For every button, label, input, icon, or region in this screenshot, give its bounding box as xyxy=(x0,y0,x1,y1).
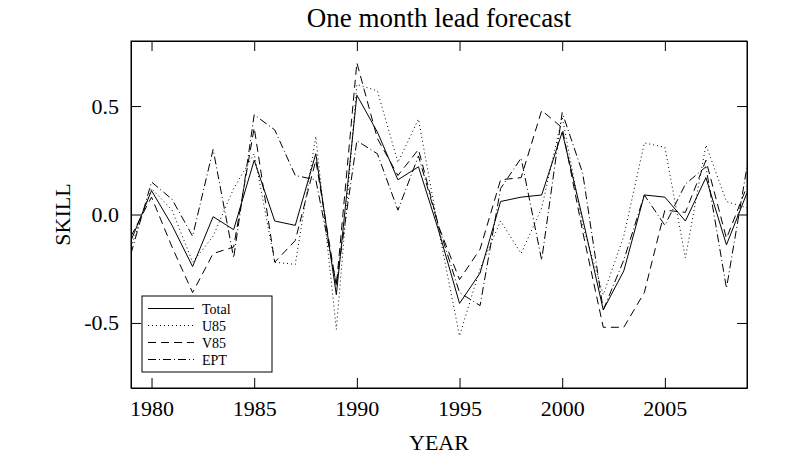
x-axis: 1980 1985 1990 1995 2000 2005 xyxy=(130,378,747,421)
tick-mark xyxy=(665,41,666,51)
tick-mark xyxy=(460,41,461,51)
tick-mark xyxy=(131,106,141,107)
tick: -0.5 xyxy=(84,310,141,335)
legend-swatch xyxy=(148,359,194,360)
tick-mark xyxy=(152,378,153,388)
tick-mark xyxy=(131,323,141,324)
tick-mark xyxy=(357,41,358,51)
series-line xyxy=(131,95,747,310)
tick: 2000 xyxy=(541,378,585,421)
tick-mark xyxy=(460,378,461,388)
chart: 1980 1985 1990 1995 2000 2005 -0.5 0.0 0.5 Total U… xyxy=(0,0,786,472)
series-line xyxy=(131,63,747,328)
tick-mark xyxy=(131,215,141,216)
tick xyxy=(737,323,747,324)
legend-swatch xyxy=(148,325,194,326)
legend-label: U85 xyxy=(202,319,226,334)
legend-swatch xyxy=(148,308,194,309)
y-axis: -0.5 0.0 0.5 xyxy=(84,42,141,389)
tick-label: 0.0 xyxy=(92,202,120,227)
tick-mark xyxy=(562,41,563,51)
tick xyxy=(357,41,358,51)
tick: 1990 xyxy=(335,378,379,421)
tick: 0.5 xyxy=(92,94,142,119)
tick-label: 2000 xyxy=(541,396,585,421)
legend: Total U85 V85 EPT xyxy=(142,296,272,372)
tick xyxy=(665,41,666,51)
tick xyxy=(460,41,461,51)
tick xyxy=(562,41,563,51)
plot-frame xyxy=(131,41,747,388)
tick: 1985 xyxy=(233,378,277,421)
x-axis-top xyxy=(132,41,748,51)
legend-label: Total xyxy=(202,302,231,317)
tick-mark xyxy=(737,106,747,107)
series-group xyxy=(131,63,747,336)
tick: 1995 xyxy=(438,378,482,421)
tick xyxy=(152,41,153,51)
tick-label: -0.5 xyxy=(84,310,119,335)
legend-label: V85 xyxy=(202,336,226,351)
axis-line xyxy=(747,42,748,389)
tick-mark xyxy=(254,41,255,51)
tick: 0.0 xyxy=(92,202,142,227)
tick xyxy=(254,41,255,51)
tick-mark xyxy=(357,378,358,388)
axis-line xyxy=(132,41,748,42)
tick-label: 1995 xyxy=(438,396,482,421)
tick-mark xyxy=(254,378,255,388)
y-axis-title: SKILL xyxy=(50,183,75,245)
tick-label: 2005 xyxy=(643,396,687,421)
tick-mark xyxy=(152,41,153,51)
tick-label: 1980 xyxy=(130,396,174,421)
tick-label: 0.5 xyxy=(92,94,120,119)
tick: 1980 xyxy=(130,378,174,421)
legend-swatch xyxy=(148,342,194,343)
tick: 2005 xyxy=(643,378,687,421)
tick-label: 1985 xyxy=(233,396,277,421)
x-axis-title: YEAR xyxy=(409,430,469,455)
tick-mark xyxy=(737,323,747,324)
tick-mark xyxy=(665,378,666,388)
plot-area: 1980 1985 1990 1995 2000 2005 -0.5 0.0 0.5 Total U… xyxy=(84,41,747,421)
tick xyxy=(737,106,747,107)
axis-line xyxy=(132,388,748,389)
tick-label: 1990 xyxy=(335,396,379,421)
tick-mark xyxy=(562,378,563,388)
legend-box xyxy=(142,296,272,372)
series-line xyxy=(131,113,747,310)
legend-label: EPT xyxy=(202,353,227,368)
title: One month lead forecast xyxy=(307,3,572,33)
